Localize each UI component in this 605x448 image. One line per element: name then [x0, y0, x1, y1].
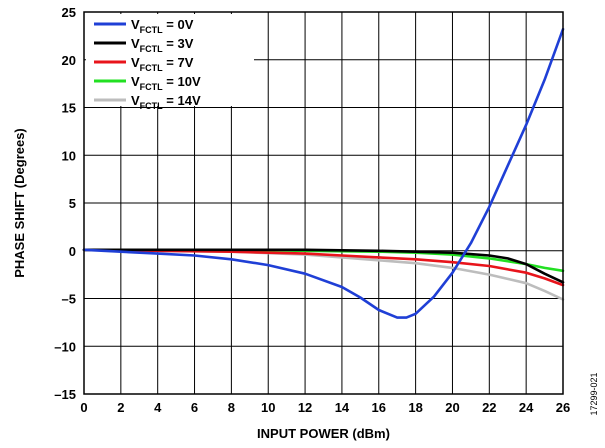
x-tick-label: 6 — [191, 400, 198, 415]
x-tick-label: 24 — [519, 400, 534, 415]
series-line-1 — [82, 248, 565, 284]
series-lines — [82, 27, 565, 319]
x-tick-label: 4 — [154, 400, 162, 415]
x-tick-label: 2 — [117, 400, 124, 415]
x-tick-label: 12 — [298, 400, 312, 415]
y-tick-label: 5 — [69, 196, 76, 211]
x-axis-title: INPUT POWER (dBm) — [257, 426, 390, 441]
y-tick-label: –5 — [62, 292, 76, 307]
x-tick-label: 0 — [80, 400, 87, 415]
x-tick-label: 14 — [335, 400, 350, 415]
x-tick-labels: 0 2 4 6 8 10 12 14 16 18 20 22 24 26 — [80, 400, 570, 415]
y-tick-label: 0 — [69, 244, 76, 259]
legend-entry: VFCTL = 0V — [131, 17, 194, 35]
x-tick-label: 8 — [228, 400, 235, 415]
plot-frame — [83, 11, 564, 395]
y-tick-label: 10 — [62, 148, 76, 163]
y-tick-label: 25 — [62, 5, 76, 20]
x-tick-label: 10 — [261, 400, 275, 415]
y-axis-title: PHASE SHIFT (Degrees) — [12, 128, 27, 278]
y-tick-label: 20 — [62, 53, 76, 68]
x-tick-label: 16 — [372, 400, 386, 415]
legend-entry: VFCTL = 3V — [131, 36, 194, 54]
y-tick-label: –10 — [54, 339, 76, 354]
y-tick-labels: –15 –10 –5 0 5 10 15 20 25 — [54, 5, 76, 402]
x-tick-label: 26 — [556, 400, 570, 415]
legend-entry: VFCTL = 14V — [131, 93, 201, 111]
legend-entry: VFCTL = 7V — [131, 55, 194, 73]
series-line-0 — [82, 27, 565, 319]
x-tick-label: 18 — [408, 400, 422, 415]
figure-id: 17299-021 — [589, 372, 599, 415]
x-tick-label: 22 — [482, 400, 496, 415]
y-tick-label: 15 — [62, 101, 76, 116]
series-line-2 — [82, 248, 565, 287]
legend-entry: VFCTL = 10V — [131, 74, 201, 92]
x-tick-label: 20 — [445, 400, 459, 415]
y-tick-label: –15 — [54, 387, 76, 402]
legend-background — [86, 14, 254, 106]
